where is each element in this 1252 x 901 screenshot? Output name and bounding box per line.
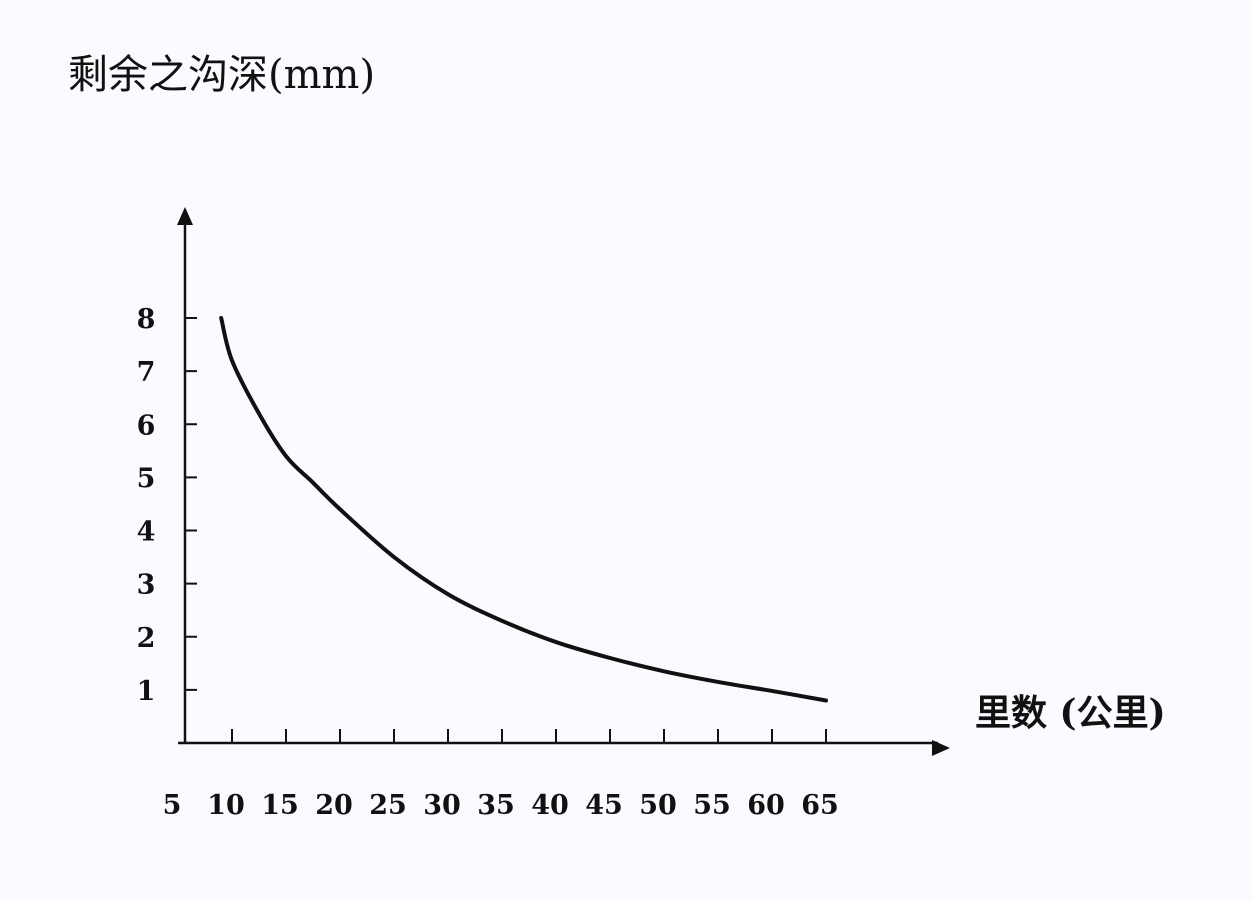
y-tick-label: 3 xyxy=(137,570,156,601)
y-axis-arrow xyxy=(177,207,193,225)
x-tick-label: 15 xyxy=(261,790,299,821)
x-tick-label: 60 xyxy=(747,790,785,821)
x-axis-label: 里数 (公里) xyxy=(975,692,1166,734)
x-axis-arrow xyxy=(932,740,950,756)
x-tick-label: 45 xyxy=(585,790,623,821)
y-tick-label: 2 xyxy=(137,623,156,654)
x-tick-label: 40 xyxy=(531,790,569,821)
y-ticks: 1 2 3 4 5 6 7 8 xyxy=(137,304,197,707)
series-line xyxy=(221,318,826,701)
x-tick-label: 30 xyxy=(423,790,461,821)
x-tick-label: 35 xyxy=(477,790,515,821)
series-group xyxy=(221,318,826,701)
x-tick-label: 10 xyxy=(207,790,245,821)
x-tick-label: 5 xyxy=(163,790,182,821)
y-tick-label: 1 xyxy=(137,676,156,707)
x-tick-label: 65 xyxy=(801,790,839,821)
x-tick-label: 25 xyxy=(369,790,407,821)
y-tick-label: 4 xyxy=(137,517,156,548)
x-tick-label: 20 xyxy=(315,790,353,821)
y-tick-label: 8 xyxy=(137,304,156,335)
y-tick-label: 7 xyxy=(137,357,156,388)
x-tick-label: 50 xyxy=(639,790,677,821)
y-tick-label: 6 xyxy=(137,410,156,441)
x-tick-label: 55 xyxy=(693,790,731,821)
y-axis-label: 剩余之沟深(mm) xyxy=(68,52,375,98)
y-tick-label: 5 xyxy=(137,463,156,494)
